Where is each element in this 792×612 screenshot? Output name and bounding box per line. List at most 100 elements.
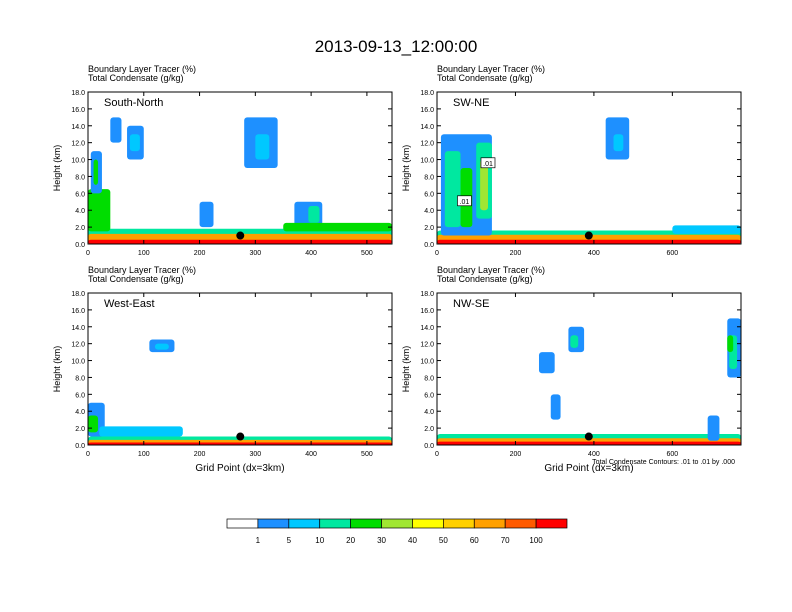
x-tick-label: 500 xyxy=(361,250,373,257)
plot-area xyxy=(88,92,392,244)
y-axis-label: Height (km) xyxy=(401,145,411,192)
tracer-blob xyxy=(88,189,111,232)
y-tick-label: 18.0 xyxy=(71,90,85,97)
plot-frame xyxy=(87,292,393,446)
y-tick-label: 2.0 xyxy=(75,225,85,232)
colorbar-label: 5 xyxy=(287,536,292,545)
y-tick-label: 14.0 xyxy=(420,325,434,332)
tracer-blob xyxy=(110,117,122,143)
colorbar-label: 30 xyxy=(377,536,386,545)
plot-frame xyxy=(436,292,742,446)
tracer-field xyxy=(437,318,741,445)
y-tick-label: 18.0 xyxy=(71,291,85,298)
y-tick-label: 6.0 xyxy=(75,392,85,399)
colorbar-swatch xyxy=(319,518,351,529)
colorbar-swatch xyxy=(350,518,382,529)
tracer-field xyxy=(88,117,392,244)
colorbar-label: 70 xyxy=(501,536,510,545)
panel-west-east: Boundary Layer Tracer (%)Total Condensat… xyxy=(52,265,393,474)
colorbar: 1 5 10 20 30 40 50 60 70 100 xyxy=(226,518,568,545)
y-tick-label: 2.0 xyxy=(424,225,434,232)
tracer-blob xyxy=(199,201,214,228)
y-tick-label: 4.0 xyxy=(424,409,434,416)
contour-label: .01 xyxy=(460,199,470,206)
x-tick-label: 400 xyxy=(588,250,600,257)
panel-south-north: Boundary Layer Tracer (%)Total Condensat… xyxy=(52,64,393,257)
tracer-blob xyxy=(550,394,561,420)
tracer-blob xyxy=(538,352,555,374)
colorbar-label: 100 xyxy=(529,536,543,545)
y-tick-label: 10.0 xyxy=(420,158,434,165)
tracer-blob xyxy=(99,426,183,437)
x-axis-label: Grid Point (dx=3km) xyxy=(544,463,633,474)
x-tick-label: 600 xyxy=(667,250,679,257)
tracer-blob xyxy=(88,415,99,433)
tracer-blob xyxy=(283,222,392,232)
x-tick-label: 200 xyxy=(194,250,206,257)
y-tick-label: 4.0 xyxy=(75,409,85,416)
colorbar-swatch xyxy=(443,518,475,529)
contour-footnote: Total Condensate Contours: .01 to .01 by… xyxy=(592,459,735,466)
plot-area xyxy=(437,293,741,445)
panel-subtitle-tracer: Boundary Layer Tracer (%) xyxy=(437,64,545,74)
tracer-blob xyxy=(88,442,392,445)
x-tick-label: 0 xyxy=(435,250,439,257)
y-tick-label: 4.0 xyxy=(424,208,434,215)
x-tick-label: 200 xyxy=(194,451,206,458)
x-axis-label: Grid Point (dx=3km) xyxy=(195,463,284,474)
panel-label: South-North xyxy=(104,97,163,109)
y-tick-label: 14.0 xyxy=(71,325,85,332)
x-tick-label: 200 xyxy=(510,451,522,458)
y-tick-label: 6.0 xyxy=(75,191,85,198)
y-tick-label: 0.0 xyxy=(424,443,434,450)
tracer-blob xyxy=(437,441,741,445)
y-tick-label: 2.0 xyxy=(424,426,434,433)
y-tick-label: 8.0 xyxy=(424,375,434,382)
colorbar-label: 10 xyxy=(315,536,324,545)
y-tick-label: 14.0 xyxy=(71,124,85,131)
tracer-blob xyxy=(154,343,169,350)
x-tick-label: 400 xyxy=(588,451,600,458)
panel-subtitle-condensate: Total Condensate (g/kg) xyxy=(88,73,184,83)
x-tick-label: 600 xyxy=(667,451,679,458)
panel-nw-se: Boundary Layer Tracer (%)Total Condensat… xyxy=(401,265,742,474)
colorbar-swatch xyxy=(504,518,537,529)
x-tick-label: 100 xyxy=(138,250,150,257)
panel-label: West-East xyxy=(104,298,155,310)
y-tick-label: 8.0 xyxy=(75,174,85,181)
panel-subtitle-condensate: Total Condensate (g/kg) xyxy=(88,274,184,284)
y-tick-label: 8.0 xyxy=(75,375,85,382)
panel-label: SW-NE xyxy=(453,97,489,109)
y-axis-label: Height (km) xyxy=(52,346,62,393)
tracer-blob xyxy=(570,335,579,348)
figure-title: 2013-09-13_12:00:00 xyxy=(315,37,478,56)
tracer-blob xyxy=(672,225,741,234)
y-axis-label: Height (km) xyxy=(52,145,62,192)
tracer-blob xyxy=(613,134,624,152)
y-tick-label: 0.0 xyxy=(424,242,434,249)
y-tick-label: 8.0 xyxy=(424,174,434,181)
y-tick-label: 12.0 xyxy=(71,342,85,349)
tracer-blob xyxy=(255,134,270,160)
colorbar-label: 1 xyxy=(256,536,261,545)
location-marker xyxy=(236,432,245,441)
y-tick-label: 10.0 xyxy=(71,359,85,366)
panel-subtitle-tracer: Boundary Layer Tracer (%) xyxy=(88,64,196,74)
y-axis-label: Height (km) xyxy=(401,346,411,393)
panel-sw-ne: Boundary Layer Tracer (%)Total Condensat… xyxy=(401,64,742,257)
panel-subtitle-tracer: Boundary Layer Tracer (%) xyxy=(437,265,545,275)
panel-subtitle-condensate: Total Condensate (g/kg) xyxy=(437,274,533,284)
y-tick-label: 14.0 xyxy=(420,124,434,131)
y-tick-label: 2.0 xyxy=(75,426,85,433)
y-tick-label: 16.0 xyxy=(420,107,434,114)
plot-frame xyxy=(87,91,393,245)
colorbar-swatch xyxy=(381,518,413,529)
colorbar-swatch xyxy=(226,518,259,529)
y-tick-label: 12.0 xyxy=(420,141,434,148)
tracer-blob xyxy=(129,134,140,152)
colorbar-swatch xyxy=(535,518,568,529)
location-marker xyxy=(584,432,593,441)
plot-area xyxy=(88,293,392,445)
x-tick-label: 300 xyxy=(249,451,261,458)
